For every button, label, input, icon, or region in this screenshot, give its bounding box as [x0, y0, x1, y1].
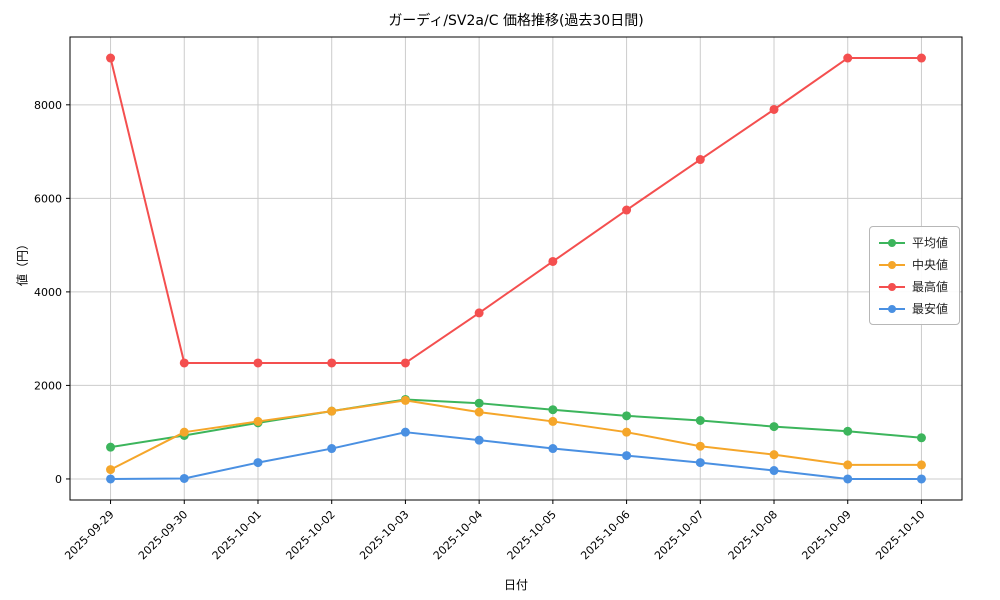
x-tick-label: 2025-10-06: [578, 508, 632, 562]
legend-label: 最安値: [911, 302, 948, 316]
y-tick-label: 4000: [34, 286, 62, 299]
legend-dot: [887, 238, 896, 247]
legend-line-swatch: [878, 260, 905, 269]
y-tick-label: 0: [55, 473, 62, 486]
series-line-3: [109, 431, 923, 480]
data-point: [179, 358, 189, 368]
legend-line-swatch: [878, 282, 905, 291]
plot-border: [69, 36, 963, 501]
x-tick-label: 2025-10-03: [357, 508, 411, 562]
legend-item-3: 最安値: [878, 300, 948, 317]
data-point: [548, 256, 558, 266]
legend-dot: [887, 282, 896, 291]
data-point: [253, 358, 263, 368]
x-tick-label: 2025-10-10: [873, 508, 927, 562]
data-point: [916, 53, 926, 63]
data-point: [843, 426, 853, 436]
data-point: [179, 473, 189, 483]
data-point: [843, 460, 853, 470]
data-point: [474, 407, 484, 417]
data-point: [916, 460, 926, 470]
data-point: [695, 415, 705, 425]
x-tick-label: 2025-09-30: [136, 508, 190, 562]
chart-title: ガーディ/SV2a/C 価格推移(過去30日間): [388, 13, 644, 29]
data-point: [474, 308, 484, 318]
x-axis-label: 日付: [503, 578, 529, 592]
data-point: [106, 442, 116, 452]
x-tick-label: 2025-10-08: [726, 508, 780, 562]
data-point: [474, 435, 484, 445]
data-point: [548, 416, 558, 426]
data-point: [548, 444, 558, 454]
x-tick-label: 2025-10-02: [283, 508, 337, 562]
data-point: [327, 358, 337, 368]
data-point: [622, 411, 632, 421]
data-point: [769, 450, 779, 460]
data-point: [769, 422, 779, 432]
series-line-0: [109, 398, 923, 449]
data-point: [695, 441, 705, 451]
legend-dot: [887, 260, 896, 269]
legend-line-swatch: [878, 238, 905, 247]
data-point: [843, 53, 853, 63]
legend-line-swatch: [878, 304, 905, 313]
data-point: [916, 433, 926, 443]
data-point: [843, 474, 853, 484]
x-tick-label: 2025-10-04: [431, 508, 485, 562]
legend-item-2: 最高値: [878, 278, 948, 295]
data-point: [400, 427, 410, 437]
data-point: [327, 444, 337, 454]
data-point: [769, 466, 779, 476]
x-tick-label: 2025-09-29: [62, 508, 116, 562]
legend-label: 平均値: [911, 236, 948, 250]
x-tick-label: 2025-10-09: [799, 508, 853, 562]
y-tick-label: 6000: [34, 192, 62, 205]
series-line-1: [109, 399, 923, 471]
legend-item-0: 平均値: [878, 234, 948, 251]
chart-legend: 平均値中央値最高値最安値: [868, 226, 960, 325]
data-point: [695, 458, 705, 468]
data-point: [474, 398, 484, 408]
data-point: [695, 155, 705, 165]
legend-item-1: 中央値: [878, 256, 948, 273]
data-point: [622, 427, 632, 437]
data-point: [253, 458, 263, 468]
x-tick-label: 2025-10-05: [505, 508, 559, 562]
data-point: [327, 406, 337, 416]
x-tick-label: 2025-10-01: [210, 508, 264, 562]
data-point: [769, 104, 779, 114]
data-point: [106, 53, 116, 63]
x-tick-label: 2025-10-07: [652, 508, 706, 562]
data-point: [548, 405, 558, 415]
legend-label: 中央値: [911, 258, 948, 272]
data-point: [179, 427, 189, 437]
data-point: [622, 205, 632, 215]
data-point: [400, 395, 410, 405]
legend-label: 最高値: [911, 280, 948, 294]
y-tick-label: 2000: [34, 379, 62, 392]
data-point: [253, 416, 263, 426]
series-line-2: [109, 57, 923, 364]
legend-dot: [887, 304, 896, 313]
data-point: [622, 451, 632, 461]
data-point: [916, 474, 926, 484]
data-point: [106, 465, 116, 475]
data-point: [400, 358, 410, 368]
data-point: [106, 474, 116, 484]
y-tick-label: 8000: [34, 99, 62, 112]
